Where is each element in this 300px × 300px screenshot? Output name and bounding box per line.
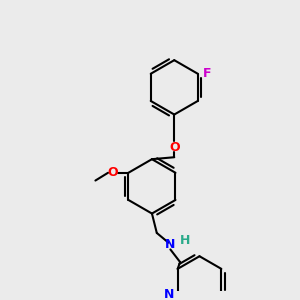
Text: F: F [203, 67, 211, 80]
Text: H: H [180, 234, 190, 247]
Text: N: N [164, 288, 175, 300]
Text: N: N [165, 238, 176, 251]
Text: O: O [108, 166, 118, 179]
Text: O: O [169, 141, 180, 154]
